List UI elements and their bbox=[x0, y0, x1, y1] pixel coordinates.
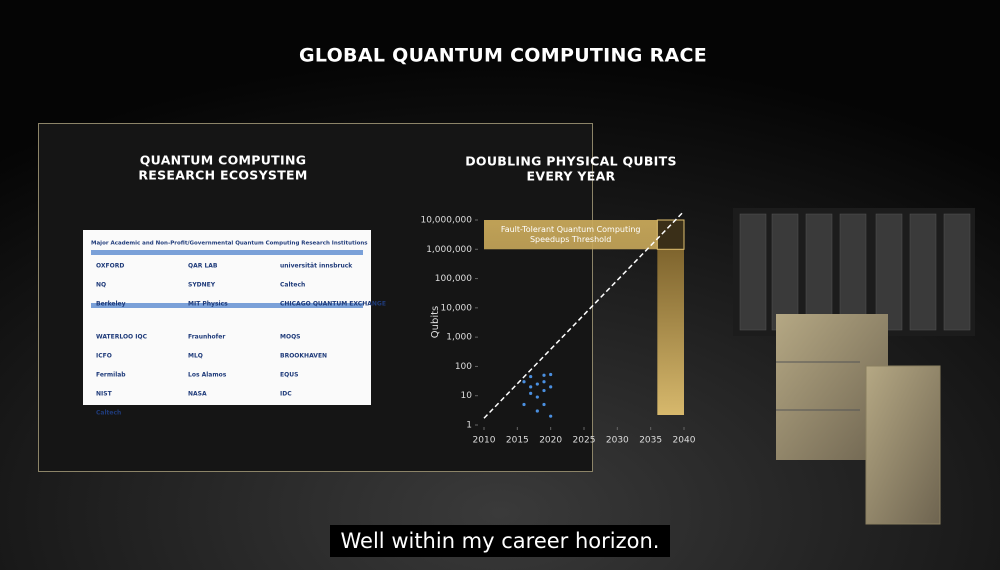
logo: WATERLOO IQC bbox=[96, 334, 148, 341]
data-point bbox=[549, 372, 553, 377]
band bbox=[91, 303, 363, 308]
chart-title: EVERY YEAR bbox=[527, 169, 616, 184]
threshold-highlight bbox=[656, 219, 685, 250]
logo: Los Alamos bbox=[188, 372, 227, 379]
logo: MLQ bbox=[188, 353, 203, 360]
x-tick-label: 2010 bbox=[473, 436, 496, 446]
data-point bbox=[529, 374, 533, 379]
image-heading: Major Academic and Non-Profit/Government… bbox=[91, 241, 368, 247]
data-point bbox=[529, 385, 533, 389]
panel-title: RESEARCH ECOSYSTEM bbox=[138, 168, 307, 183]
x-tick-label: 2025 bbox=[573, 436, 596, 446]
data-point bbox=[535, 409, 539, 413]
threshold-label: Speedups Threshold bbox=[530, 235, 611, 244]
logo: IDC bbox=[280, 391, 292, 398]
data-point bbox=[542, 388, 546, 393]
threshold-column bbox=[657, 249, 684, 415]
data-point bbox=[529, 391, 533, 395]
logo: SYDNEY bbox=[188, 282, 216, 289]
y-tick-label: 100,000 bbox=[435, 274, 472, 284]
y-tick-label: 1 bbox=[466, 421, 472, 431]
logo: Berkeley bbox=[96, 301, 126, 308]
logo: MIT Physics bbox=[188, 301, 228, 308]
data-point bbox=[535, 395, 539, 399]
logo: EQUS bbox=[280, 372, 298, 379]
data-point bbox=[535, 382, 539, 386]
data-point bbox=[522, 380, 526, 384]
y-tick-label: 10 bbox=[461, 391, 473, 401]
logo: Fermilab bbox=[96, 372, 126, 379]
ecosystem-image bbox=[83, 230, 371, 405]
data-point bbox=[549, 385, 553, 389]
logo: MOQS bbox=[280, 334, 301, 341]
caption: Well within my career horizon. bbox=[341, 529, 660, 553]
data-point bbox=[542, 380, 546, 384]
x-tick-label: 2040 bbox=[673, 436, 696, 446]
server-racks bbox=[733, 208, 975, 525]
logo: ICFO bbox=[96, 353, 112, 360]
page-title: GLOBAL QUANTUM COMPUTING RACE bbox=[299, 45, 707, 67]
y-axis-label: Qubits bbox=[430, 306, 441, 338]
qubit-chart: DOUBLING PHYSICAL QUBITS EVERY YEAR Qubi… bbox=[420, 154, 695, 446]
x-tick-label: 2035 bbox=[639, 436, 662, 446]
logo: NASA bbox=[188, 391, 207, 398]
logo: Caltech bbox=[280, 282, 305, 289]
logo: universität innsbruck bbox=[280, 263, 353, 270]
chart-title: DOUBLING PHYSICAL QUBITS bbox=[465, 154, 677, 169]
caption-box bbox=[330, 525, 670, 557]
y-tick-label: 100 bbox=[455, 362, 472, 372]
data-point bbox=[542, 402, 546, 407]
x-tick-label: 2030 bbox=[606, 436, 629, 446]
logo: NQ bbox=[96, 282, 106, 289]
y-tick-label: 10,000 bbox=[441, 303, 473, 313]
y-tick-label: 1,000,000 bbox=[426, 245, 472, 255]
logo: Fraunhofer bbox=[188, 334, 225, 341]
logo: Caltech bbox=[96, 410, 121, 417]
logo: OXFORD bbox=[96, 263, 124, 270]
logo: NIST bbox=[96, 391, 113, 398]
logo: QAR LAB bbox=[188, 263, 218, 270]
x-tick-label: 2020 bbox=[539, 436, 562, 446]
data-point bbox=[522, 402, 526, 407]
band bbox=[91, 250, 363, 255]
logo: BROOKHAVEN bbox=[280, 353, 327, 360]
data-point bbox=[542, 373, 546, 377]
y-tick-label: 10,000,000 bbox=[420, 216, 472, 226]
threshold-label: Fault-Tolerant Quantum Computing bbox=[501, 225, 641, 234]
data-point bbox=[549, 414, 553, 418]
ecosystem-panel: QUANTUM COMPUTING RESEARCH ECOSYSTEM Maj… bbox=[83, 153, 386, 417]
logo: CHICAGO QUANTUM EXCHANGE bbox=[280, 301, 386, 308]
y-tick-label: 1,000 bbox=[446, 333, 472, 343]
panel-title: QUANTUM COMPUTING bbox=[140, 153, 307, 168]
threshold-band bbox=[484, 220, 658, 250]
x-tick-label: 2015 bbox=[506, 436, 529, 446]
